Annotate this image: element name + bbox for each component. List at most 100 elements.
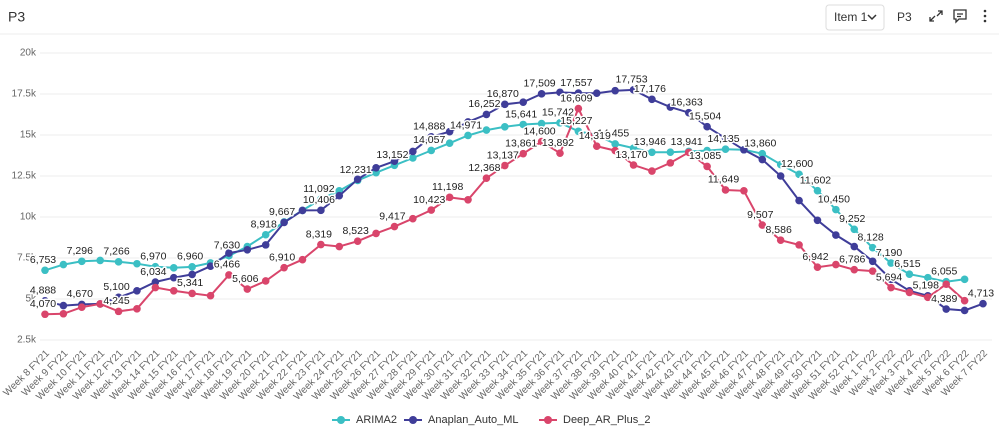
more-icon[interactable]: [983, 9, 987, 13]
data-point: [225, 249, 233, 257]
data-point: [813, 263, 822, 271]
data-point: [445, 139, 454, 147]
data-point: [611, 86, 619, 95]
data-point: [298, 206, 307, 215]
data-point: [372, 164, 380, 172]
data-point: [169, 264, 178, 272]
value-label: 7,266: [103, 246, 129, 258]
value-label: 10,423: [413, 194, 445, 206]
data-point: [813, 216, 822, 225]
value-label: 14,455: [597, 128, 629, 140]
data-point: [372, 229, 380, 238]
value-label: 13,861: [505, 137, 537, 149]
value-label: 6,055: [931, 265, 957, 277]
data-point: [519, 149, 527, 158]
data-point: [574, 89, 583, 97]
data-point: [501, 161, 509, 170]
value-label: 13,946: [634, 136, 666, 148]
data-point: [41, 310, 49, 319]
data-point: [206, 262, 215, 271]
data-point: [960, 296, 969, 305]
data-point: [740, 186, 748, 195]
data-point: [501, 100, 509, 109]
more-icon[interactable]: [983, 14, 987, 18]
data-point: [795, 196, 803, 205]
data-point: [317, 195, 325, 203]
value-label: 4,070: [30, 298, 56, 310]
y-tick-label: 10k: [20, 212, 37, 223]
data-point: [960, 306, 969, 315]
more-icon[interactable]: [983, 19, 987, 23]
value-label: 17,753: [615, 74, 647, 86]
value-label: 14,971: [450, 119, 482, 131]
value-label: 16,363: [671, 96, 703, 108]
data-point: [537, 119, 546, 128]
data-point: [114, 293, 123, 302]
data-point: [280, 263, 288, 272]
data-point: [59, 309, 68, 318]
value-label: 6,034: [140, 266, 166, 278]
data-point: [335, 191, 344, 200]
value-label: 13,170: [615, 149, 647, 161]
data-point: [151, 283, 160, 292]
collapse-icon[interactable]: [929, 10, 943, 22]
data-point: [574, 127, 583, 136]
data-point: [887, 275, 895, 284]
data-point: [464, 195, 472, 204]
data-point: [868, 243, 877, 252]
value-label: 12,231: [340, 164, 372, 176]
legend-label: Deep_AR_Plus_2: [563, 414, 650, 426]
value-label: 12,600: [781, 158, 813, 170]
data-point: [611, 140, 619, 148]
data-point: [519, 98, 527, 106]
legend-label: ARIMA2: [356, 414, 397, 426]
data-point: [133, 287, 141, 295]
data-point: [464, 131, 472, 140]
value-label: 9,667: [269, 206, 295, 218]
data-point: [758, 221, 767, 229]
data-point: [942, 305, 951, 313]
value-label: 8,523: [343, 225, 369, 237]
item-dropdown[interactable]: [825, 4, 885, 31]
value-label: 11,649: [708, 174, 739, 186]
data-point: [243, 285, 252, 293]
data-point: [924, 293, 932, 302]
y-tick-label: 17.5k: [12, 89, 37, 100]
data-point: [703, 146, 711, 155]
value-label: 8,586: [766, 224, 792, 236]
data-point: [592, 142, 601, 150]
data-point: [832, 260, 840, 269]
value-label: 6,515: [894, 258, 920, 270]
value-label: 8,128: [858, 231, 884, 243]
data-point: [813, 186, 822, 195]
value-label: 5,341: [177, 277, 203, 289]
value-label: 4,245: [103, 295, 129, 307]
tab-label[interactable]: P3: [897, 10, 912, 24]
legend-label: Anaplan_Auto_ML: [428, 414, 519, 426]
value-label: 4,888: [30, 285, 56, 297]
data-point: [335, 242, 344, 251]
data-point: [390, 222, 399, 231]
data-point: [721, 145, 730, 153]
value-label: 15,641: [505, 108, 537, 120]
value-label: 15,504: [689, 111, 721, 123]
y-tick-label: 2.5k: [17, 335, 37, 346]
data-point: [795, 241, 803, 249]
data-point: [758, 155, 767, 164]
data-point: [77, 257, 86, 266]
data-point: [868, 267, 877, 275]
y-tick-label: 7.5k: [17, 253, 37, 264]
value-label: 15,227: [560, 115, 592, 127]
value-label: 6,960: [177, 251, 203, 263]
data-point: [629, 161, 638, 169]
legend: ARIMA2 Anaplan_Auto_ML Deep_AR_Plus_2: [332, 414, 650, 426]
value-label: 16,609: [560, 92, 592, 104]
data-point: [206, 291, 215, 300]
y-tick-label: 12.5k: [12, 171, 37, 182]
value-label: 17,176: [634, 83, 666, 95]
data-point: [317, 206, 325, 215]
comment-icon[interactable]: [953, 9, 967, 24]
value-label: 14,600: [524, 125, 556, 137]
data-point: [280, 218, 288, 227]
data-point: [684, 148, 693, 157]
